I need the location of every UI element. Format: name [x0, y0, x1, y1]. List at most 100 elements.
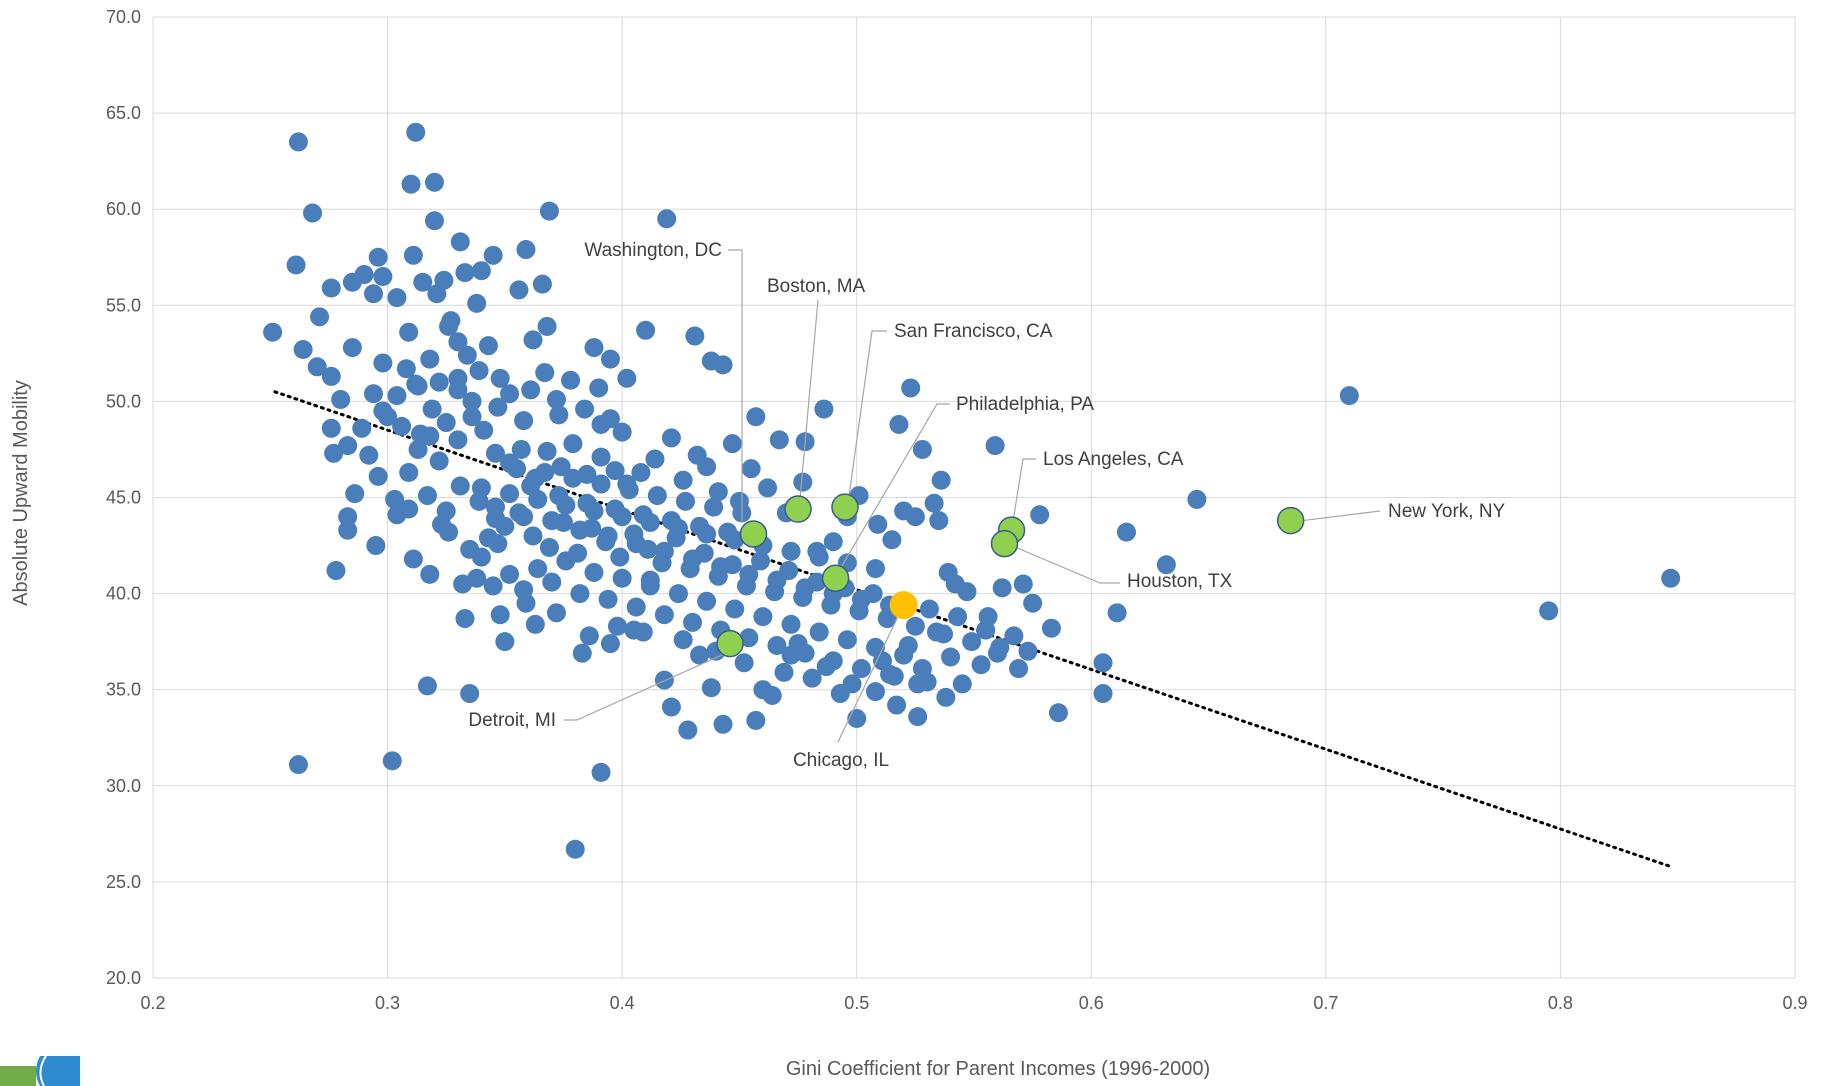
y-tick-label: 55.0 — [106, 295, 141, 315]
data-point — [1156, 555, 1176, 575]
callout-leader — [1016, 547, 1120, 584]
y-tick-label: 40.0 — [106, 584, 141, 604]
data-point — [924, 493, 944, 513]
data-point — [500, 384, 520, 404]
callout-label: San Francisco, CA — [894, 321, 1053, 342]
data-point — [823, 532, 843, 552]
callout-label: Boston, MA — [767, 276, 866, 297]
data-point — [495, 632, 515, 652]
data-point — [631, 463, 651, 483]
data-point — [483, 576, 503, 596]
data-point — [450, 476, 470, 496]
data-point — [690, 516, 710, 536]
data-point — [563, 434, 583, 454]
y-tick-label: 35.0 — [106, 680, 141, 700]
data-point — [542, 572, 562, 592]
callout-label: Detroit, MI — [468, 710, 556, 731]
data-point — [640, 576, 660, 596]
x-axis-title: Gini Coefficient for Parent Incomes (199… — [786, 1058, 1210, 1080]
highlighted-point — [716, 629, 744, 658]
data-point — [781, 614, 801, 634]
data-point — [976, 620, 996, 640]
data-point — [535, 363, 555, 383]
data-point — [579, 626, 599, 646]
data-point — [722, 434, 742, 454]
data-point — [399, 463, 419, 483]
data-point — [539, 537, 559, 557]
data-point — [478, 336, 498, 356]
data-point — [549, 405, 569, 425]
highlighted-point — [821, 564, 850, 592]
data-point — [713, 714, 733, 734]
data-point — [589, 378, 609, 398]
data-point — [387, 386, 407, 406]
data-point — [894, 501, 914, 521]
data-point — [420, 564, 440, 584]
data-point — [701, 678, 721, 698]
data-point — [366, 536, 386, 556]
data-point — [514, 507, 534, 527]
data-point — [718, 522, 738, 542]
data-point — [739, 628, 759, 648]
data-point — [605, 461, 625, 481]
data-point — [303, 203, 323, 223]
data-point — [373, 353, 393, 373]
data-point — [345, 484, 365, 504]
data-point — [570, 584, 590, 604]
data-point — [556, 551, 576, 571]
data-point — [500, 484, 520, 504]
data-point — [687, 445, 707, 465]
data-point — [626, 534, 646, 554]
data-point — [485, 443, 505, 463]
data-point — [837, 630, 857, 650]
data-point — [288, 132, 308, 152]
x-tick-label: 0.3 — [375, 993, 400, 1013]
data-point — [600, 634, 620, 654]
data-point — [396, 359, 416, 379]
data-point — [941, 647, 961, 667]
logo-icon — [0, 1056, 80, 1086]
data-point — [612, 422, 632, 442]
callout-label: Washington, DC — [584, 240, 722, 261]
highlighted-point — [831, 493, 859, 521]
y-tick-label: 30.0 — [106, 776, 141, 796]
data-point — [758, 478, 778, 498]
data-point — [591, 447, 611, 467]
data-point — [795, 578, 815, 598]
data-point — [793, 472, 813, 492]
data-point — [483, 245, 503, 265]
data-point — [509, 280, 529, 300]
data-point — [537, 316, 557, 336]
highlighted-point — [990, 529, 1019, 558]
data-point — [321, 418, 341, 438]
callout-leader — [848, 330, 887, 497]
data-point — [471, 261, 491, 281]
data-point — [654, 605, 674, 625]
data-point — [406, 122, 426, 142]
data-point — [399, 499, 419, 519]
data-point — [912, 659, 932, 679]
x-tick-label: 0.2 — [140, 993, 165, 1013]
x-tick-label: 0.8 — [1548, 993, 1573, 1013]
data-point — [673, 630, 693, 650]
data-point — [1013, 574, 1033, 594]
data-point — [373, 266, 393, 286]
data-point — [450, 232, 470, 252]
callout-leader — [1302, 510, 1381, 522]
data-point — [469, 361, 489, 381]
data-point — [683, 612, 703, 632]
data-point — [410, 424, 430, 444]
data-point — [387, 288, 407, 308]
trendline — [273, 390, 1673, 869]
data-point — [401, 174, 421, 194]
data-point — [448, 368, 468, 388]
data-point — [1048, 703, 1068, 723]
data-point — [762, 685, 782, 705]
y-tick-label: 25.0 — [106, 872, 141, 892]
data-point — [675, 491, 695, 511]
y-tick-label: 20.0 — [106, 968, 141, 988]
callout-leader — [564, 653, 726, 721]
callout-leader — [728, 249, 743, 524]
data-point — [263, 322, 283, 342]
data-point — [584, 338, 604, 358]
